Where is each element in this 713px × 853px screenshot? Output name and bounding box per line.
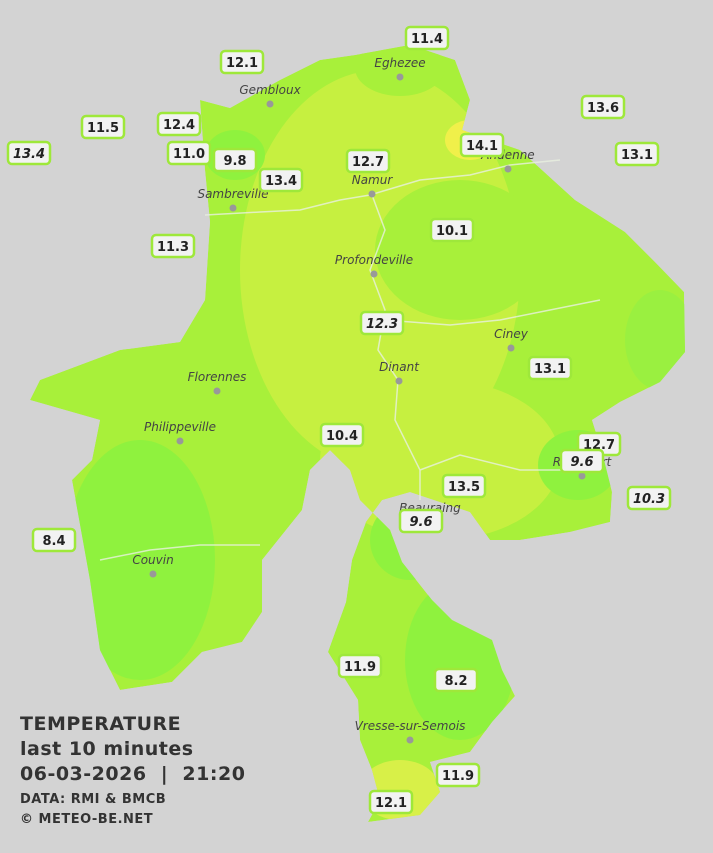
reading-box (441, 473, 487, 499)
reading-box (212, 147, 258, 173)
reading-value: 10.1 (436, 224, 468, 239)
reading-box (429, 217, 475, 243)
datetime: 06-03-2026 | 21:20 (20, 763, 245, 785)
reading-value: 12.4 (163, 118, 195, 133)
town-dot (507, 344, 515, 352)
reading-value: 11.9 (442, 769, 474, 784)
town-dot (370, 270, 378, 278)
reading-box (433, 667, 479, 693)
town-dot (578, 472, 586, 480)
town-name: Sambreville (197, 187, 268, 201)
cool-zone (65, 440, 215, 680)
reading-value: 11.4 (411, 32, 443, 47)
reading-box (258, 167, 304, 193)
reading-value: 9.6 (409, 515, 432, 530)
town-dot (396, 73, 404, 81)
town-dot (213, 387, 221, 395)
town-name: Gembloux (239, 83, 301, 97)
town-name: Florennes (188, 370, 247, 384)
reading-value: 8.2 (444, 674, 467, 689)
reading-value: 14.1 (466, 139, 498, 154)
reading-value: 10.3 (633, 492, 665, 507)
readings: 11.4 12.1 13.6 11.5 12.4 13.4 11.0 9.8 14.1 13.1 1… (6, 25, 672, 815)
reading-value: 8.4 (42, 534, 65, 549)
reading-value: 10.4 (326, 429, 358, 444)
cool-zone (375, 180, 545, 320)
reading-box (368, 789, 414, 815)
town-name: Eghezee (374, 56, 425, 70)
warm-zone (320, 380, 560, 540)
town-dot (395, 377, 403, 385)
town-name: Dinant (379, 360, 420, 374)
reading-box (580, 94, 626, 120)
reading-box (614, 141, 660, 167)
town-dot (266, 100, 274, 108)
reading-value: 13.5 (448, 480, 480, 495)
town-dot (504, 165, 512, 173)
reading-box (150, 233, 196, 259)
reading-box (319, 422, 365, 448)
reading-box (31, 527, 77, 553)
reading-box (80, 114, 126, 140)
reading-value: 12.7 (352, 155, 384, 170)
town-name: Couvin (132, 553, 173, 567)
reading-box (6, 140, 52, 166)
reading-value: 13.6 (587, 101, 619, 116)
copyright: © METEO-BE.NET (20, 812, 153, 827)
reading-value: 13.4 (13, 147, 45, 162)
river (384, 299, 601, 326)
reading-box (359, 310, 405, 336)
reading-value: 13.1 (621, 148, 653, 163)
reading-value: 12.1 (226, 56, 258, 71)
reading-box (156, 111, 202, 137)
reading-box (626, 485, 672, 511)
reading-value: 11.5 (87, 121, 119, 136)
town-dot (149, 570, 157, 578)
reading-box (404, 25, 450, 51)
reading-value: 9.6 (570, 455, 593, 470)
reading-value: 11.9 (344, 660, 376, 675)
town-name: Ciney (494, 327, 529, 341)
river (369, 194, 421, 500)
cool-zone (355, 45, 445, 96)
town-name: Vresse-sur-Semois (355, 719, 466, 733)
reading-box (166, 140, 212, 166)
river (419, 454, 575, 471)
reading-box (398, 508, 444, 534)
reading-box (345, 148, 391, 174)
reading-value: 12.3 (366, 317, 398, 332)
town-name: Namur (352, 173, 394, 187)
reading-value: 13.1 (534, 362, 566, 377)
reading-box (337, 653, 383, 679)
town-dot (229, 204, 237, 212)
river (99, 544, 260, 561)
subtitle: last 10 minutes (20, 738, 194, 760)
reading-value: 9.8 (223, 154, 246, 169)
town-dot (406, 736, 414, 744)
reading-box (435, 762, 481, 788)
reading-value: 12.1 (375, 796, 407, 811)
towns: EghezeeGemblouxAndenneNamurSambrevillePr… (132, 56, 613, 744)
reading-box (559, 448, 605, 474)
town-name: Philippeville (144, 420, 216, 434)
town-name: Profondeville (335, 253, 413, 267)
reading-value: 11.0 (173, 147, 205, 162)
town-dot (176, 437, 184, 445)
reading-box (219, 49, 265, 75)
title: TEMPERATURE (20, 713, 181, 735)
reading-value: 11.3 (157, 240, 189, 255)
reading-box (459, 132, 505, 158)
town-dot (368, 190, 376, 198)
reading-value: 13.4 (265, 174, 297, 189)
reading-box (527, 355, 573, 381)
source: DATA: RMI & BMCB (20, 792, 166, 807)
